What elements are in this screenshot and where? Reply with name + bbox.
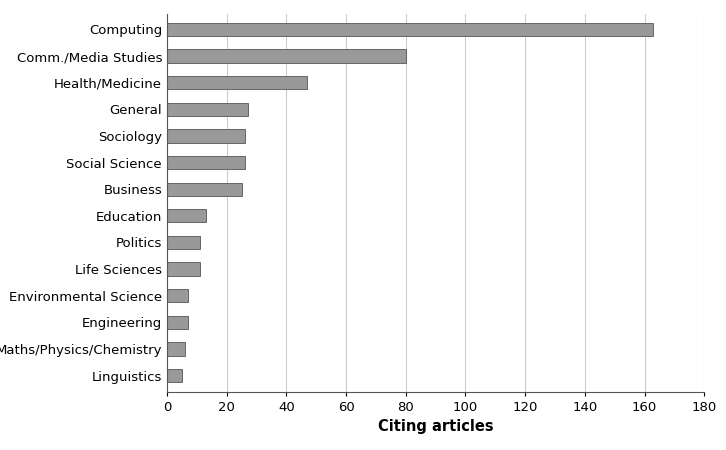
Bar (167, 129, 245, 143)
Bar (167, 262, 200, 276)
Bar (167, 369, 182, 382)
Bar (167, 342, 185, 356)
Bar (167, 156, 245, 169)
Bar (167, 103, 248, 116)
Bar (167, 76, 307, 90)
Bar (167, 209, 205, 222)
Bar (167, 183, 242, 196)
Bar (167, 315, 188, 329)
Bar (167, 50, 406, 63)
Bar (167, 236, 200, 249)
Bar (167, 289, 188, 302)
X-axis label: Citing articles: Citing articles (378, 419, 494, 434)
Bar (167, 23, 653, 36)
